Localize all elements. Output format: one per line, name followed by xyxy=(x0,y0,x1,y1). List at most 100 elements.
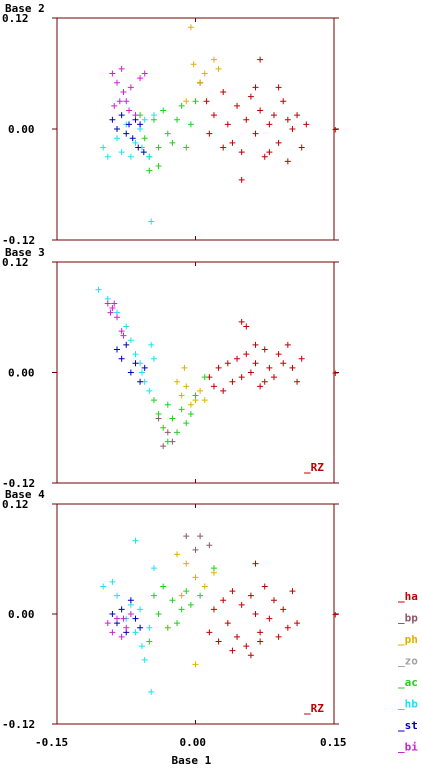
point-ha xyxy=(247,652,254,659)
point-ph xyxy=(183,560,190,567)
point-hb xyxy=(95,286,102,293)
point-ha xyxy=(284,116,291,123)
point-ac xyxy=(192,98,199,105)
point-ac xyxy=(155,410,162,417)
point-ph xyxy=(183,98,190,105)
point-ph xyxy=(187,401,194,408)
point-ha xyxy=(266,149,273,156)
point-ha xyxy=(257,56,264,63)
point-bp xyxy=(183,533,190,540)
point-ac xyxy=(201,374,208,381)
x-axis-label: Base 1 xyxy=(172,754,212,767)
point-ha xyxy=(243,323,250,330)
point-ha xyxy=(247,93,254,100)
point-bi xyxy=(127,84,134,91)
point-bi xyxy=(123,624,130,631)
point-ph xyxy=(178,592,185,599)
point-ac xyxy=(169,597,176,604)
point-ph xyxy=(178,392,185,399)
point-st xyxy=(141,364,148,371)
point-ac xyxy=(192,392,199,399)
point-ha xyxy=(229,588,236,595)
point-hb xyxy=(132,629,139,636)
point-ph xyxy=(192,661,199,668)
point-st xyxy=(140,149,147,156)
point-hb xyxy=(148,688,155,695)
point-ph xyxy=(215,65,222,72)
point-ph xyxy=(197,79,204,86)
point-ha xyxy=(252,360,259,367)
x-tick-label: -0.15 xyxy=(35,736,68,749)
point-bi xyxy=(120,89,127,95)
point-ha xyxy=(257,638,264,645)
point-ha xyxy=(243,643,250,650)
point-ha xyxy=(289,588,296,595)
point-ha xyxy=(261,346,268,353)
point-bi xyxy=(109,629,116,636)
point-ac xyxy=(187,121,194,128)
point-ha xyxy=(206,130,213,137)
point-ha xyxy=(284,624,291,631)
point-ha xyxy=(266,364,273,371)
point-ac xyxy=(210,565,217,572)
point-bp xyxy=(192,546,199,553)
point-hb xyxy=(109,578,116,585)
point-ac xyxy=(160,583,167,590)
point-ha xyxy=(224,360,231,367)
point-bi xyxy=(111,300,118,307)
point-hb xyxy=(123,323,130,330)
point-bi xyxy=(123,98,130,105)
point-ac xyxy=(160,107,167,114)
point-ha xyxy=(261,378,268,385)
point-st xyxy=(132,615,139,622)
x-tick-label: 0.15 xyxy=(320,736,347,749)
point-st xyxy=(127,597,134,604)
point-bi xyxy=(118,65,125,72)
point-st xyxy=(109,116,116,123)
point-ph xyxy=(181,364,188,371)
point-ha xyxy=(252,611,259,617)
point-ha xyxy=(252,560,259,567)
point-hb xyxy=(146,153,153,160)
point-st xyxy=(137,121,144,128)
y-tick-label: 0.00 xyxy=(8,608,35,621)
point-ha xyxy=(210,112,217,119)
point-st xyxy=(114,346,121,353)
point-ha xyxy=(284,341,291,348)
point-ac xyxy=(187,410,194,417)
point-hb xyxy=(141,116,148,123)
point-ha xyxy=(275,633,282,640)
point-st xyxy=(137,378,144,385)
point-ac xyxy=(155,163,162,169)
point-ha xyxy=(284,158,291,165)
point-ha xyxy=(203,98,210,105)
point-ha xyxy=(243,351,250,358)
point-bi xyxy=(137,75,144,82)
point-st xyxy=(127,369,134,376)
point-bi xyxy=(141,70,148,77)
point-ha xyxy=(270,112,277,119)
point-hb xyxy=(132,139,139,146)
point-ha xyxy=(266,121,273,128)
point-bp xyxy=(164,429,171,436)
point-ha xyxy=(229,378,236,385)
point-bi xyxy=(104,620,111,627)
legend-entry-bp: _bp xyxy=(398,612,418,625)
legend-entry-st: _st xyxy=(398,719,418,732)
point-ha xyxy=(257,107,264,114)
point-ha xyxy=(252,130,259,137)
point-ac xyxy=(155,144,162,151)
point-st xyxy=(109,611,116,617)
point-ha xyxy=(234,355,241,362)
point-bp xyxy=(160,443,167,450)
point-ac xyxy=(146,638,153,645)
point-ha xyxy=(224,620,231,627)
point-hb xyxy=(132,351,139,358)
point-ha xyxy=(215,364,222,371)
point-bi xyxy=(114,314,121,321)
point-ac xyxy=(146,167,153,174)
point-bi xyxy=(114,79,121,86)
point-st xyxy=(118,112,125,119)
point-hb xyxy=(146,624,153,631)
